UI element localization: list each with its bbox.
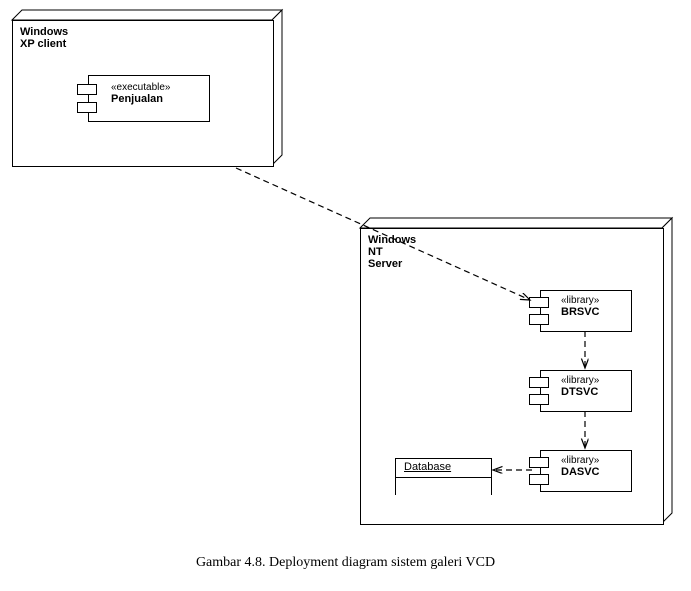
component-tab-upper xyxy=(529,377,549,388)
database-divider xyxy=(396,477,491,495)
component-penjualan: «executable» Penjualan xyxy=(88,75,208,120)
figure-caption: Gambar 4.8. Deployment diagram sistem ga… xyxy=(0,555,691,571)
component-name: DTSVC xyxy=(561,386,627,398)
deployment-diagram: Windows XP client Windows NT Server «exe… xyxy=(0,0,691,591)
stereotype-label: «library» xyxy=(561,295,627,306)
component-tab-lower xyxy=(529,474,549,485)
component-body: «executable» Penjualan xyxy=(88,75,210,122)
component-tab-lower xyxy=(77,102,97,113)
stereotype-label: «library» xyxy=(561,455,627,466)
client-node-title: Windows XP client xyxy=(20,26,68,50)
stereotype-label: «executable» xyxy=(111,82,205,93)
server-node-title: Windows NT Server xyxy=(368,234,416,270)
component-tab-lower xyxy=(529,314,549,325)
component-tab-lower xyxy=(529,394,549,405)
component-body: «library» DASVC xyxy=(540,450,632,492)
component-name: Penjualan xyxy=(111,93,205,105)
component-tab-upper xyxy=(529,457,549,468)
component-body: «library» DTSVC xyxy=(540,370,632,412)
component-body: «library» BRSVC xyxy=(540,290,632,332)
component-tab-upper xyxy=(529,297,549,308)
component-tab-upper xyxy=(77,84,97,95)
component-name: DASVC xyxy=(561,466,627,478)
database-label: Database xyxy=(404,461,451,473)
component-name: BRSVC xyxy=(561,306,627,318)
stereotype-label: «library» xyxy=(561,375,627,386)
component-brsvc: «library» BRSVC xyxy=(540,290,630,330)
component-dasvc: «library» DASVC xyxy=(540,450,630,490)
database-object: Database xyxy=(395,458,492,495)
component-dtsvc: «library» DTSVC xyxy=(540,370,630,410)
